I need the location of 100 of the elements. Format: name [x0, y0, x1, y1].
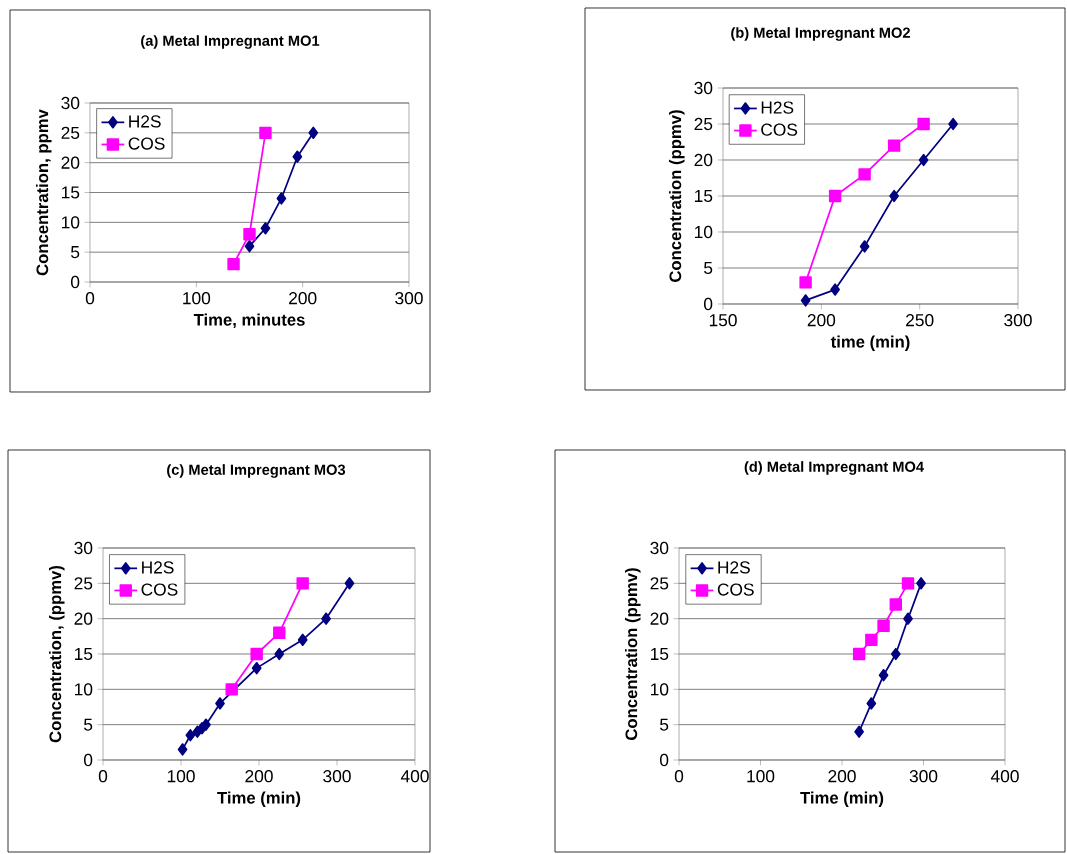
point — [858, 168, 871, 181]
point — [800, 294, 811, 307]
y-axis-title: Concentration (ppmv) — [668, 110, 685, 282]
y-axis-title: Concentration, ppmv — [35, 109, 52, 276]
point — [878, 668, 889, 682]
y-tick-label: 30 — [74, 541, 93, 555]
point — [859, 240, 870, 253]
point — [274, 647, 285, 661]
point — [889, 189, 899, 203]
x-tick-label: 200 — [807, 314, 836, 327]
y-tick-label: 25 — [74, 577, 93, 590]
point — [866, 697, 877, 710]
point — [273, 626, 286, 639]
point — [828, 189, 842, 203]
point — [887, 139, 901, 152]
y-tick-label: 5 — [660, 718, 669, 731]
point — [225, 683, 238, 696]
point — [799, 276, 812, 289]
y-tick-label: 25 — [61, 126, 80, 139]
x-tick-label: 0 — [98, 770, 108, 783]
point — [854, 725, 864, 738]
point — [916, 577, 926, 590]
y-axis-title: Concentration, (ppmv) — [48, 565, 65, 743]
chart-title: (c) Metal Impregnant MO3 — [167, 464, 346, 478]
point — [244, 239, 255, 253]
point — [177, 743, 188, 756]
point — [321, 612, 331, 625]
y-tick-label: 15 — [651, 647, 669, 661]
x-tick-label: 200 — [289, 292, 317, 305]
y-tick-label: 20 — [694, 153, 713, 167]
chart-title: (b) Metal Impregnant MO2 — [731, 27, 910, 41]
x-axis-title: Time, minutes — [193, 313, 305, 329]
y-tick-label: 5 — [704, 261, 713, 275]
chart-title: (d) Metal Impregnant MO4 — [744, 461, 924, 475]
chart-title: (a) Metal Impregnant MO1 — [141, 35, 320, 49]
x-tick-label: 150 — [709, 314, 737, 327]
point — [344, 577, 355, 590]
point — [877, 619, 890, 632]
y-tick-label: 25 — [650, 577, 669, 590]
point — [917, 117, 930, 131]
point — [297, 633, 308, 647]
y-tick-label: 20 — [650, 612, 669, 625]
y-tick-label: 20 — [74, 612, 93, 625]
x-tick-label: 300 — [909, 770, 938, 783]
y-tick-label: 10 — [651, 683, 669, 696]
x-tick-label: 200 — [828, 770, 856, 783]
y-tick-label: 10 — [75, 683, 93, 696]
point — [830, 283, 840, 296]
x-tick-label: 400 — [990, 770, 1019, 783]
point — [292, 150, 303, 163]
point — [918, 153, 929, 167]
y-tick-label: 10 — [695, 225, 713, 239]
point — [296, 577, 309, 590]
x-tick-label: 100 — [183, 292, 211, 305]
point — [948, 117, 958, 131]
point — [243, 228, 256, 241]
point — [251, 661, 262, 675]
legend-label: H2S — [761, 101, 794, 114]
y-tick-label: 5 — [84, 718, 93, 731]
point — [901, 577, 915, 590]
x-tick-label: 300 — [323, 770, 351, 783]
x-tick-label: 400 — [400, 770, 429, 783]
y-tick-label: 30 — [694, 81, 713, 95]
point — [852, 647, 866, 661]
x-tick-label: 0 — [674, 770, 684, 783]
y-tick-label: 25 — [694, 117, 713, 131]
legend-label: H2S — [129, 115, 161, 128]
point — [227, 257, 240, 271]
point — [903, 612, 913, 625]
point — [260, 222, 271, 235]
y-tick-label: 30 — [61, 96, 80, 110]
legend-label: COS — [717, 583, 754, 596]
x-axis-title: Time (min) — [217, 791, 301, 807]
legend-label: H2S — [142, 561, 174, 574]
point — [308, 126, 319, 140]
y-tick-label: 10 — [62, 216, 80, 229]
x-tick-label: 100 — [167, 770, 195, 783]
point — [215, 697, 225, 710]
point — [890, 647, 901, 661]
x-tick-label: 250 — [906, 314, 934, 327]
point — [889, 598, 902, 611]
point — [185, 729, 196, 742]
y-tick-label: 15 — [62, 186, 80, 199]
x-axis-title: Time (min) — [800, 791, 884, 807]
legend-label: COS — [128, 137, 165, 150]
y-axis-title: Concentration (ppmv) — [624, 568, 641, 740]
x-tick-label: 300 — [395, 292, 423, 305]
point — [276, 192, 287, 205]
point — [865, 633, 878, 647]
point — [250, 647, 263, 661]
y-tick-label: 5 — [71, 246, 80, 259]
x-axis-title: time (min) — [830, 335, 910, 351]
y-tick-label: 15 — [75, 647, 93, 661]
x-tick-label: 200 — [245, 770, 273, 783]
y-tick-label: 30 — [650, 541, 669, 555]
x-tick-label: 300 — [1004, 314, 1032, 327]
y-tick-label: 0 — [70, 275, 80, 289]
point — [259, 126, 272, 140]
y-tick-label: 15 — [695, 189, 713, 203]
y-tick-label: 0 — [659, 753, 669, 767]
